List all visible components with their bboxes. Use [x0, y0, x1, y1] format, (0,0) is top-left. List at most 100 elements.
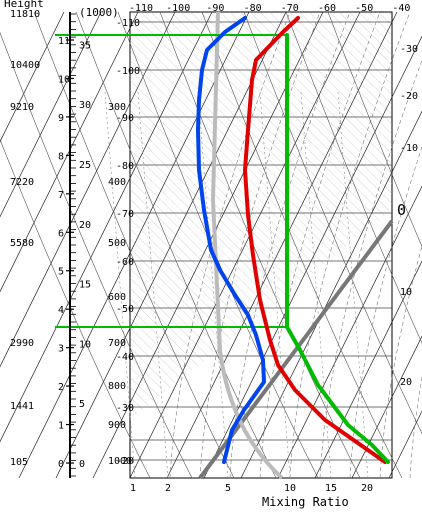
height-km-tick: 5	[58, 267, 64, 278]
height-m-label: 10400	[10, 60, 40, 71]
pressure-label: 800	[108, 381, 126, 392]
height-km-tick: 4	[58, 305, 64, 316]
height-kft-tick: 10	[79, 339, 91, 350]
pressure-label: 700	[108, 338, 126, 349]
pressure-label: 500	[108, 238, 126, 249]
pressure-label: 1000	[108, 456, 132, 467]
isotherm-label: -60	[116, 257, 134, 268]
dry-adiabat-line	[285, 11, 422, 344]
right-temperature-label: 20	[400, 377, 412, 388]
height-km-tick: 1	[58, 421, 64, 432]
height-m-label: 11810	[10, 9, 40, 20]
top-temperature-tick: -70	[281, 3, 299, 14]
dry-adiabat-line	[327, 11, 422, 248]
isotherm-line	[203, 35, 422, 479]
height-km-tick: 6	[58, 228, 64, 239]
top-temperature-tick: -100	[166, 3, 190, 14]
height-kft-tick: 25	[79, 160, 91, 171]
height-m-label: 1441	[10, 401, 34, 412]
isotherm-label: -110	[116, 18, 140, 29]
pressure-label: 300	[108, 102, 126, 113]
series-line-1	[196, 16, 266, 464]
dry-adiabat-line	[33, 11, 235, 479]
mixing-ratio-tick: 2	[165, 483, 171, 494]
pressure-label: 900	[108, 420, 126, 431]
isotherm-line	[0, 11, 139, 293]
isotherm-label: -40	[116, 352, 134, 363]
isotherm-line	[0, 11, 65, 143]
height-m-label: 9210	[10, 102, 34, 113]
moist-adiabat-line	[319, 59, 422, 479]
right-temperature-label: 10	[400, 287, 412, 298]
mixing-ratio-tick: 1	[130, 483, 136, 494]
top-temperature-tick: -90	[206, 3, 224, 14]
dry-adiabat-line	[0, 138, 151, 479]
isotherm-line	[0, 11, 102, 218]
height-km-tick: 11	[58, 36, 70, 47]
moist-adiabat-line	[379, 245, 422, 479]
moist-adiabat-line	[169, 11, 291, 479]
height-km-tick: 3	[58, 344, 64, 355]
moist-adiabat-line	[199, 11, 321, 479]
dry-adiabat-line	[243, 11, 422, 435]
dry-adiabat-line	[75, 11, 277, 479]
top-temperature-tick: -40	[392, 3, 410, 14]
pressure-label: 600	[108, 292, 126, 303]
height-m-label: 7220	[10, 177, 34, 188]
series-line-0	[243, 16, 387, 464]
moist-adiabat-line	[349, 145, 422, 479]
top-temperature-tick: -80	[244, 3, 262, 14]
isotherm-label: -50	[116, 304, 134, 315]
height-kft-tick: 30	[79, 100, 91, 111]
isotherm-label: -70	[116, 209, 134, 220]
height-kft-tick: 20	[79, 220, 91, 231]
moist-adiabat-line	[259, 11, 381, 479]
reference-profile-line	[210, 11, 284, 480]
top-temperature-tick: -110	[129, 3, 153, 14]
height-axis-label: Height	[4, 0, 44, 10]
right-temperature-label: -10	[400, 143, 418, 154]
height-kft-tick: 15	[79, 280, 91, 291]
isotherm-line	[351, 335, 422, 479]
height-kft-tick: 0	[79, 459, 85, 470]
height-m-label: 5580	[10, 238, 34, 249]
isotherm-line	[0, 11, 213, 443]
isotherm-label: -20	[116, 456, 134, 467]
height-m-label: 2990	[10, 338, 34, 349]
isotherm-line	[277, 185, 422, 479]
isotherm-label: -100	[116, 66, 140, 77]
pressure-axis-label: (1000)	[79, 6, 119, 19]
isotherm-label: -90	[116, 113, 134, 124]
height-km-tick: 10	[58, 74, 70, 85]
mixing-ratio-tick: 5	[225, 483, 231, 494]
height-km-tick: 8	[58, 151, 64, 162]
mixing-ratio-label: Mixing Ratio	[262, 495, 349, 509]
right-temperature-label: -30	[400, 44, 418, 55]
pressure-label: 400	[108, 177, 126, 188]
height-m-label: 105	[10, 457, 28, 468]
isotherm-line	[240, 110, 422, 479]
right-temperature-label: -20	[400, 91, 418, 102]
isotherm-line	[0, 11, 176, 368]
height-km-tick: 7	[58, 190, 64, 201]
isotherm-label: -80	[116, 161, 134, 172]
dry-adiabat-line	[0, 32, 193, 479]
isotherm-line	[55, 11, 287, 479]
series-line-2	[285, 33, 390, 464]
height-kft-tick: 35	[79, 40, 91, 51]
top-temperature-tick: -60	[318, 3, 336, 14]
isotherm-line	[18, 11, 250, 479]
isotherm-line	[314, 260, 422, 479]
mixing-ratio-tick: 10	[284, 483, 296, 494]
right-temperature-label: 0	[397, 201, 406, 219]
mixing-ratio-tick: 15	[325, 483, 337, 494]
height-km-tick: 9	[58, 113, 64, 124]
height-km-tick: 0	[58, 459, 64, 470]
hatched-stable-region	[130, 12, 392, 420]
mixing-ratio-tick: 20	[361, 483, 373, 494]
height-kft-tick: 5	[79, 399, 85, 410]
height-km-tick: 2	[58, 382, 64, 393]
top-temperature-tick: -50	[355, 3, 373, 14]
